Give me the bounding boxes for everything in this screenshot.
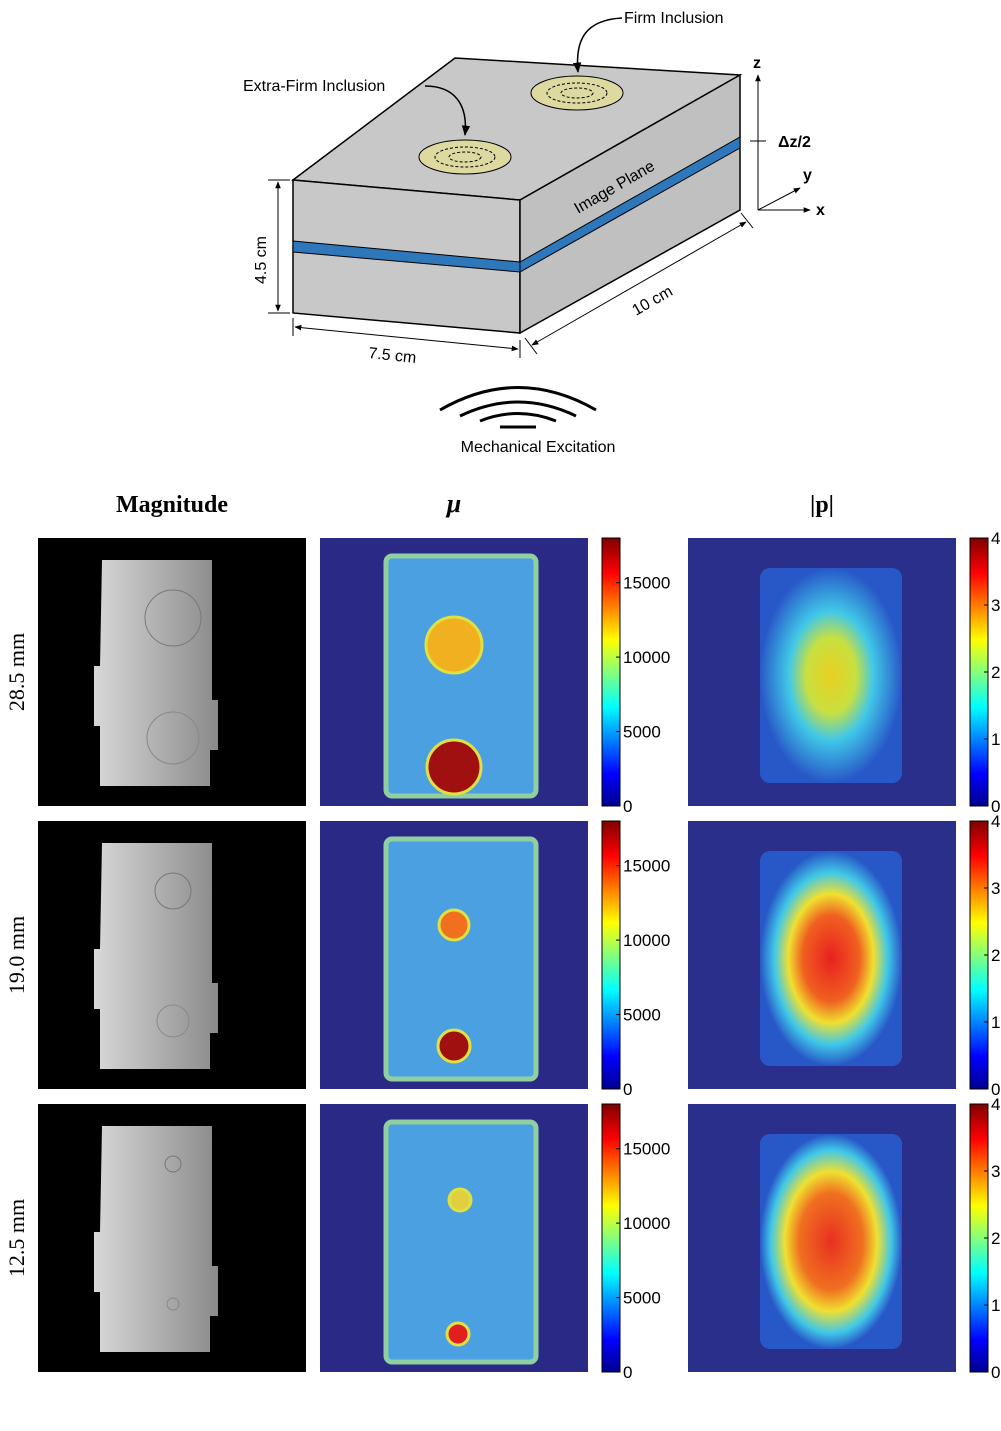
colorbar-tick-label: 10000: [623, 1214, 670, 1233]
colorbar: [602, 538, 620, 806]
mu-inclusion: [439, 910, 469, 940]
colorbar-tick-label: 2: [991, 663, 1000, 682]
row-label: 28.5 mm: [4, 633, 29, 711]
figure: Firm Inclusion Extra-Firm Inclusion z Δz…: [0, 0, 1001, 1431]
row-label: 12.5 mm: [4, 1199, 29, 1277]
width-label: 7.5 cm: [368, 345, 418, 367]
colorbar-tick-label: 10000: [623, 648, 670, 667]
colorbar-tick-label: 2: [991, 946, 1000, 965]
length-label: 10 cm: [630, 283, 676, 320]
excitation-label: Mechanical Excitation: [461, 439, 616, 456]
colorbar-tick-label: 2: [991, 1229, 1000, 1248]
phantom-region: [94, 1126, 218, 1352]
phantom-region: [94, 843, 218, 1069]
p-region: [760, 568, 902, 783]
colorbar-tick-label: 0: [623, 1080, 632, 1099]
colorbar-tick-label: 5000: [623, 1006, 661, 1025]
colorbar-tick-label: 3: [991, 1162, 1000, 1181]
colorbar-tick-label: 3: [991, 596, 1000, 615]
mu-inclusion: [447, 1323, 469, 1345]
colorbar-tick-label: 15000: [623, 574, 670, 593]
colorbar-tick-label: 10000: [623, 931, 670, 950]
colorbar-tick-label: 4: [991, 1095, 1000, 1114]
height-label: 4.5 cm: [253, 236, 270, 284]
colorbar-tick-label: 1: [991, 730, 1000, 749]
mu-inclusion: [438, 1030, 470, 1062]
colorbar-tick-label: 3: [991, 879, 1000, 898]
column-header: |p|: [810, 492, 834, 518]
colorbar-tick-label: 4: [991, 529, 1000, 548]
p-region: [760, 1134, 902, 1349]
row-label: 19.0 mm: [4, 916, 29, 994]
phantom-region: [94, 560, 218, 786]
mu-inclusion: [449, 1189, 471, 1211]
p-region: [760, 851, 902, 1066]
colorbar-tick-label: 0: [623, 1363, 632, 1382]
mu-inclusion: [427, 740, 481, 794]
z-axis-label: z: [753, 55, 761, 72]
colorbar-tick-label: 4: [991, 812, 1000, 831]
colorbar-tick-label: 5000: [623, 1289, 661, 1308]
dz-label: Δz/2: [778, 134, 811, 151]
mu-inclusion: [426, 617, 482, 673]
colorbar-tick-label: 1: [991, 1296, 1000, 1315]
colorbar-tick-label: 15000: [623, 1140, 670, 1159]
colorbar-tick-label: 0: [623, 797, 632, 816]
y-axis-label: y: [803, 167, 812, 184]
colorbar: [602, 821, 620, 1089]
colorbar-tick-label: 5000: [623, 723, 661, 742]
column-header: μ: [445, 489, 461, 518]
firm-label: Firm Inclusion: [624, 10, 724, 27]
colorbar-tick-label: 15000: [623, 857, 670, 876]
phantom-diagram: Firm Inclusion Extra-Firm Inclusion z Δz…: [243, 10, 825, 456]
column-header: Magnitude: [116, 492, 228, 518]
extra-firm-label: Extra-Firm Inclusion: [243, 78, 385, 95]
colorbar: [602, 1104, 620, 1372]
x-axis-label: x: [816, 202, 825, 219]
colorbar-tick-label: 0: [991, 1363, 1000, 1382]
colorbar-tick-label: 1: [991, 1013, 1000, 1032]
